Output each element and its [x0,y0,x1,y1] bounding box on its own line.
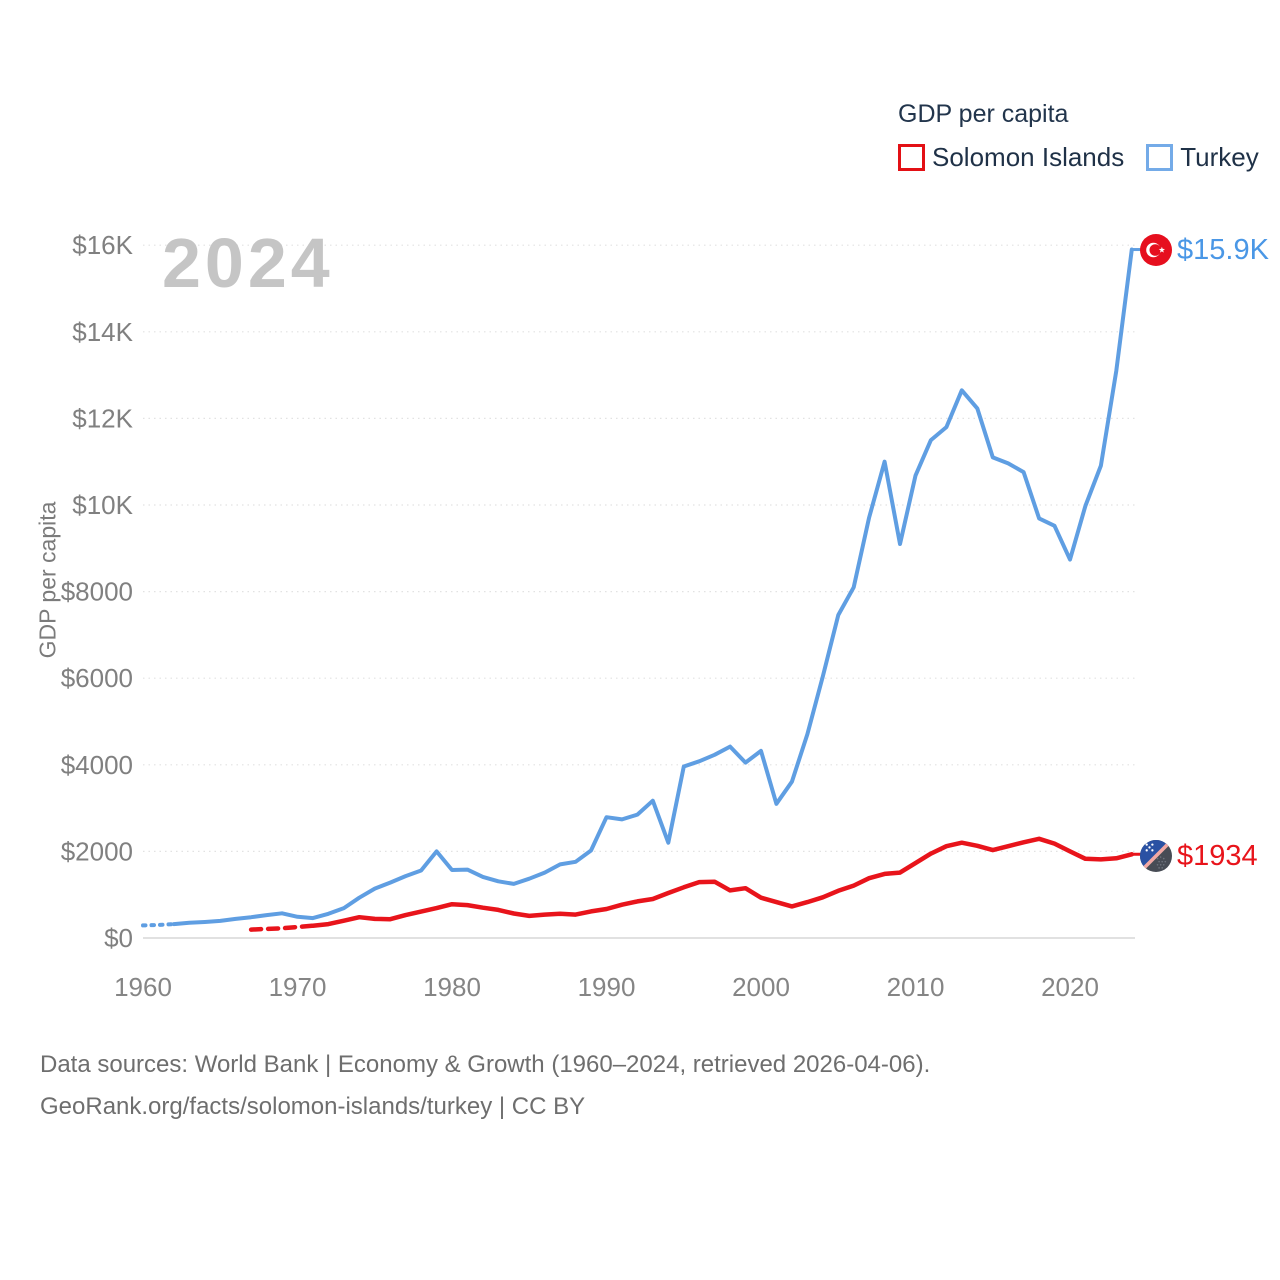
y-tick-label: $2000 [61,836,133,866]
x-tick-label: 1980 [423,972,481,1002]
footer-line-1: Data sources: World Bank | Economy & Gro… [40,1051,931,1078]
x-tick-label: 1970 [269,972,327,1002]
y-tick-label: $0 [104,923,133,953]
y-tick-label: $8000 [61,577,133,607]
footer-line-2: GeoRank.org/facts/solomon-islands/turkey… [40,1093,586,1120]
y-tick-label: $14K [72,317,133,347]
x-tick-label: 1990 [578,972,636,1002]
y-tick-label: $16K [72,230,133,260]
x-tick-label: 2020 [1041,972,1099,1002]
solomon-islands-line-dashed [248,923,316,932]
data-source-footer: Data sources: World Bank | Economy & Gro… [40,1044,1240,1128]
y-tick-label: $10K [72,490,133,520]
legend-label: Turkey [1180,142,1259,172]
x-tick-label: 1960 [114,972,172,1002]
solomon-islands-line [310,836,1135,928]
legend-item-solomon-islands[interactable]: Solomon Islands [898,142,1124,173]
y-axis-title: GDP per capita [34,501,61,659]
legend-title: GDP per capita [898,100,1069,128]
legend-item-turkey[interactable]: Turkey [1146,142,1259,173]
turkey-end-value-label: $15.9K [1177,234,1269,266]
x-tick-label: 2000 [732,972,790,1002]
solomon-islands-swatch-icon [898,144,925,171]
legend: GDP per capita Solomon Islands Turkey [898,100,1259,173]
y-tick-label: $6000 [61,663,133,693]
turkey-swatch-icon [1146,144,1174,171]
y-tick-label: $12K [72,403,133,433]
x-tick-label: 2010 [887,972,945,1002]
turkey-line [171,247,1134,927]
y-tick-label: $4000 [61,750,133,780]
turkey-line-dashed [141,922,176,928]
solomon-islands-flag-icon [1140,840,1172,872]
turkey-flag-icon [1140,234,1172,266]
legend-label: Solomon Islands [932,142,1125,172]
year-watermark: 2024 [162,224,334,302]
solomon-islands-end-value-label: $1934 [1177,840,1258,872]
legend-row: Solomon Islands Turkey [898,142,1259,173]
